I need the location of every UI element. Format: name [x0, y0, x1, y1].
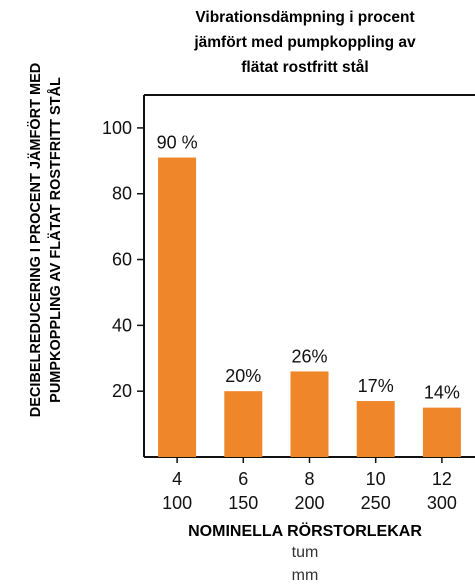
y-axis-title: DECIBELREDUCERING I PROCENT JÄMFÖRT MED … — [27, 63, 64, 417]
x-axis-title: NOMINELLA RÖRSTORLEKAR — [188, 521, 422, 540]
plot-area: 20 40 60 80 100 90 % 4 100 20% 6 150 26% 8 200 17% 10 25… — [102, 94, 475, 513]
x-tick-label-mm: 150 — [228, 493, 258, 513]
x-tick-label-mm: 300 — [427, 493, 457, 513]
x-tick-label-inch: 4 — [172, 469, 182, 489]
x-tick-label-inch: 6 — [238, 469, 248, 489]
y-axis-title-line-2: PUMPKOPPLING AV FLÄTAT ROSTFRITT STÅL — [47, 77, 64, 403]
data-label: 26% — [291, 346, 327, 366]
y-tick-label: 20 — [112, 381, 132, 401]
x-unit-mm: mm — [292, 567, 319, 584]
chart-title-line-3: flätat rostfritt stål — [241, 59, 368, 76]
data-label: 17% — [358, 376, 394, 396]
y-tick-label: 80 — [112, 184, 132, 204]
x-tick-label-mm: 200 — [294, 493, 324, 513]
y-tick-label: 100 — [102, 118, 132, 138]
bar — [290, 371, 329, 457]
x-tick-label-mm: 250 — [361, 493, 391, 513]
bar — [158, 157, 197, 457]
data-label: 20% — [225, 366, 261, 386]
bar — [356, 401, 395, 457]
data-label: 90 % — [157, 133, 198, 153]
x-tick-label-inch: 12 — [432, 469, 452, 489]
bar — [224, 391, 263, 457]
chart-title-line-1: Vibrationsdämpning i procent — [195, 9, 414, 26]
y-tick-label: 60 — [112, 250, 132, 270]
bar — [422, 407, 461, 457]
y-tick-label: 40 — [112, 315, 132, 335]
x-tick-label-mm: 100 — [162, 493, 192, 513]
chart-title-line-2: jämfört med pumpkoppling av — [193, 34, 416, 51]
x-unit-inch: tum — [292, 544, 319, 561]
chart-title: Vibrationsdämpning i procent jämfört med… — [193, 9, 416, 76]
data-label: 14% — [424, 383, 460, 403]
x-tick-label-inch: 8 — [304, 469, 314, 489]
y-axis-title-line-1: DECIBELREDUCERING I PROCENT JÄMFÖRT MED — [27, 63, 44, 417]
x-tick-label-inch: 10 — [366, 469, 386, 489]
